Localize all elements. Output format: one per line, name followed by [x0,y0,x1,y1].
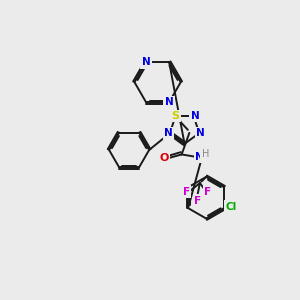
Text: N: N [142,57,150,67]
Text: N: N [165,97,173,107]
Text: N: N [195,152,204,162]
Text: N: N [191,111,200,121]
Text: S: S [172,111,179,121]
Text: F: F [204,187,211,196]
Text: F: F [182,187,190,196]
Text: N: N [164,128,173,138]
Text: Cl: Cl [225,202,237,212]
Text: H: H [202,149,209,159]
Text: N: N [196,128,205,138]
Text: O: O [159,152,169,163]
Text: F: F [194,196,201,206]
